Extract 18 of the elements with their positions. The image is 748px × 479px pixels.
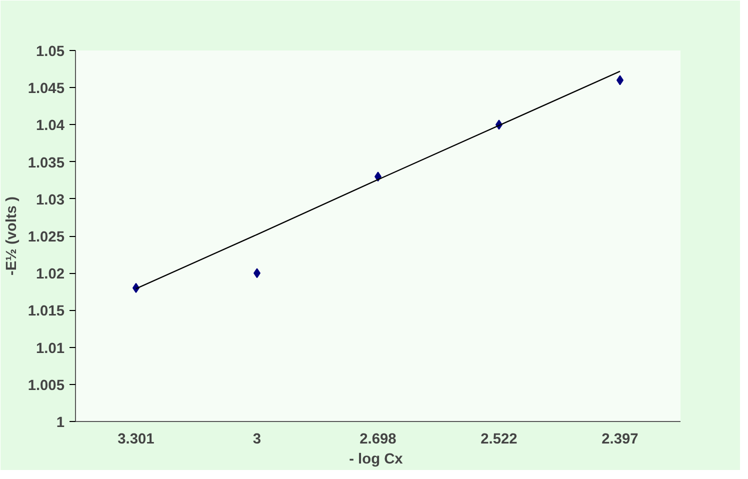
y-tick-label: 1.05 [36,44,65,60]
x-tick-label: 2.698 [360,432,396,448]
x-tick-label: 2.522 [480,432,518,448]
y-tick-label: 1.03 [36,192,65,208]
y-axis-title: -E½ (volts ) [4,196,20,276]
x-tick-label: 3.301 [118,432,154,448]
y-tick-label: 1.01 [36,340,65,357]
x-tick-label: 3 [252,432,262,448]
y-tick-label: 1 [56,415,65,431]
y-tick-label: 1.005 [28,378,65,394]
x-tick-label: 2.397 [602,432,638,448]
x-axis-title: - log Cx [349,452,404,468]
y-tick-label: 1.04 [36,118,66,134]
y-tick-label: 1.02 [36,266,65,283]
y-tick-label: 1.015 [28,304,65,320]
y-tick-label: 1.045 [28,81,65,98]
y-tick-label: 1.025 [28,230,65,246]
y-tick-label: 1.035 [28,155,65,172]
